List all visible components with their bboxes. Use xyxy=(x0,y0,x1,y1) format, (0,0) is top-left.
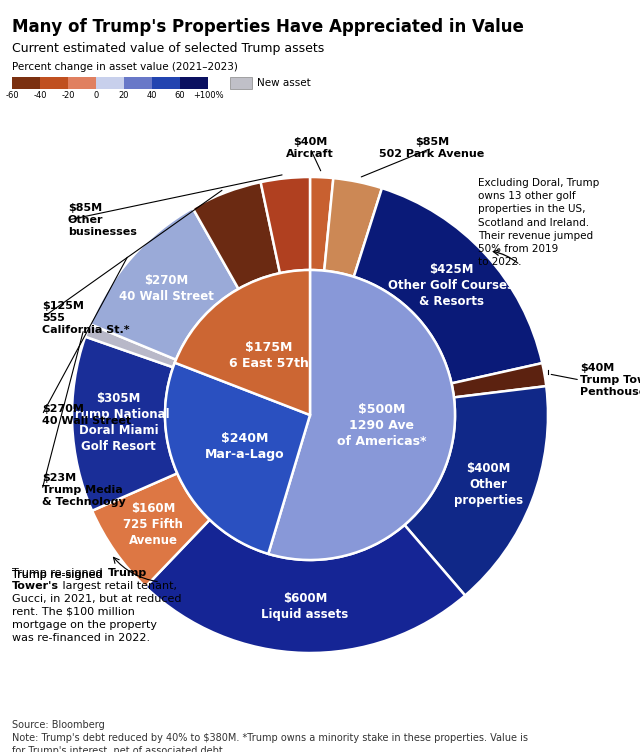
Text: 40: 40 xyxy=(147,91,157,100)
Text: $240M
Mar-a-Lago: $240M Mar-a-Lago xyxy=(205,432,285,462)
Text: Source: Bloomberg: Source: Bloomberg xyxy=(12,720,105,730)
Text: Many of Trump's Properties Have Appreciated in Value: Many of Trump's Properties Have Apprecia… xyxy=(12,18,524,36)
Bar xyxy=(152,77,180,89)
Text: $23M
Trump Media
& Technology: $23M Trump Media & Technology xyxy=(42,474,125,507)
Bar xyxy=(124,77,152,89)
Text: was re-financed in 2022.: was re-financed in 2022. xyxy=(12,633,150,643)
Wedge shape xyxy=(72,337,177,511)
Wedge shape xyxy=(324,178,382,277)
Text: $270M
40 Wall Street: $270M 40 Wall Street xyxy=(42,405,131,426)
Wedge shape xyxy=(85,324,176,367)
Text: -20: -20 xyxy=(61,91,75,100)
Text: $40M
Trump Tower
Penthouse: $40M Trump Tower Penthouse xyxy=(580,363,640,396)
Text: Trump re-signed: Trump re-signed xyxy=(12,568,106,578)
Text: $40M
Aircraft: $40M Aircraft xyxy=(286,137,334,159)
Text: -40: -40 xyxy=(33,91,47,100)
Wedge shape xyxy=(260,177,310,273)
Wedge shape xyxy=(310,177,333,271)
Text: $85M
502 Park Avenue: $85M 502 Park Avenue xyxy=(380,137,484,159)
Text: +100%: +100% xyxy=(193,91,223,100)
Text: Percent change in asset value (2021–2023): Percent change in asset value (2021–2023… xyxy=(12,62,238,72)
Text: Current estimated value of selected Trump assets: Current estimated value of selected Trum… xyxy=(12,42,324,55)
Wedge shape xyxy=(90,208,239,359)
Text: Excluding Doral, Trump
owns 13 other golf
properties in the US,
Scotland and Ire: Excluding Doral, Trump owns 13 other gol… xyxy=(478,178,599,267)
Text: $125M
555
California St.*: $125M 555 California St.* xyxy=(42,302,130,335)
Bar xyxy=(230,77,252,89)
Wedge shape xyxy=(145,520,465,653)
Text: New asset: New asset xyxy=(257,78,311,88)
Text: largest retail tenant,: largest retail tenant, xyxy=(59,581,177,591)
Wedge shape xyxy=(404,386,548,596)
Bar xyxy=(96,77,124,89)
Text: 0: 0 xyxy=(93,91,99,100)
Wedge shape xyxy=(354,188,542,384)
Text: $85M
Other
businesses: $85M Other businesses xyxy=(68,203,137,237)
Text: Gucci, in 2021, but at reduced: Gucci, in 2021, but at reduced xyxy=(12,594,182,604)
Text: $400M
Other
properties: $400M Other properties xyxy=(454,462,523,507)
Text: $305M
Trump National
Doral Miami
Golf Resort: $305M Trump National Doral Miami Golf Re… xyxy=(68,392,170,453)
Text: 60: 60 xyxy=(175,91,186,100)
Text: Note: Trump's debt reduced by 40% to $380M. *Trump owns a minority stake in thes: Note: Trump's debt reduced by 40% to $38… xyxy=(12,733,528,752)
Wedge shape xyxy=(268,270,455,560)
Text: $600M
Liquid assets: $600M Liquid assets xyxy=(261,592,348,621)
Text: mortgage on the property: mortgage on the property xyxy=(12,620,157,630)
Wedge shape xyxy=(165,362,310,554)
Bar xyxy=(68,77,96,89)
Bar xyxy=(12,77,40,89)
Wedge shape xyxy=(451,363,547,397)
Text: $160M
725 Fifth
Avenue: $160M 725 Fifth Avenue xyxy=(123,502,183,547)
Text: -60: -60 xyxy=(5,91,19,100)
Text: 20: 20 xyxy=(119,91,129,100)
Text: $175M
6 East 57th: $175M 6 East 57th xyxy=(229,341,309,370)
Text: Trump: Trump xyxy=(108,568,147,578)
Bar xyxy=(180,77,208,89)
Wedge shape xyxy=(175,270,310,415)
Text: rent. The $100 million: rent. The $100 million xyxy=(12,607,135,617)
Text: $270M
40 Wall Street: $270M 40 Wall Street xyxy=(119,274,214,303)
Text: Trump re-signed: Trump re-signed xyxy=(12,570,106,580)
Text: Trump re-signed ⁠: Trump re-signed ⁠ xyxy=(12,570,106,580)
Text: Tower's: Tower's xyxy=(12,581,59,591)
Wedge shape xyxy=(92,473,210,587)
Text: $425M
Other Golf Courses
& Resorts: $425M Other Golf Courses & Resorts xyxy=(388,263,514,308)
Text: $500M
1290 Ave
of Americas*: $500M 1290 Ave of Americas* xyxy=(337,403,426,448)
Wedge shape xyxy=(193,182,280,289)
Bar xyxy=(40,77,68,89)
